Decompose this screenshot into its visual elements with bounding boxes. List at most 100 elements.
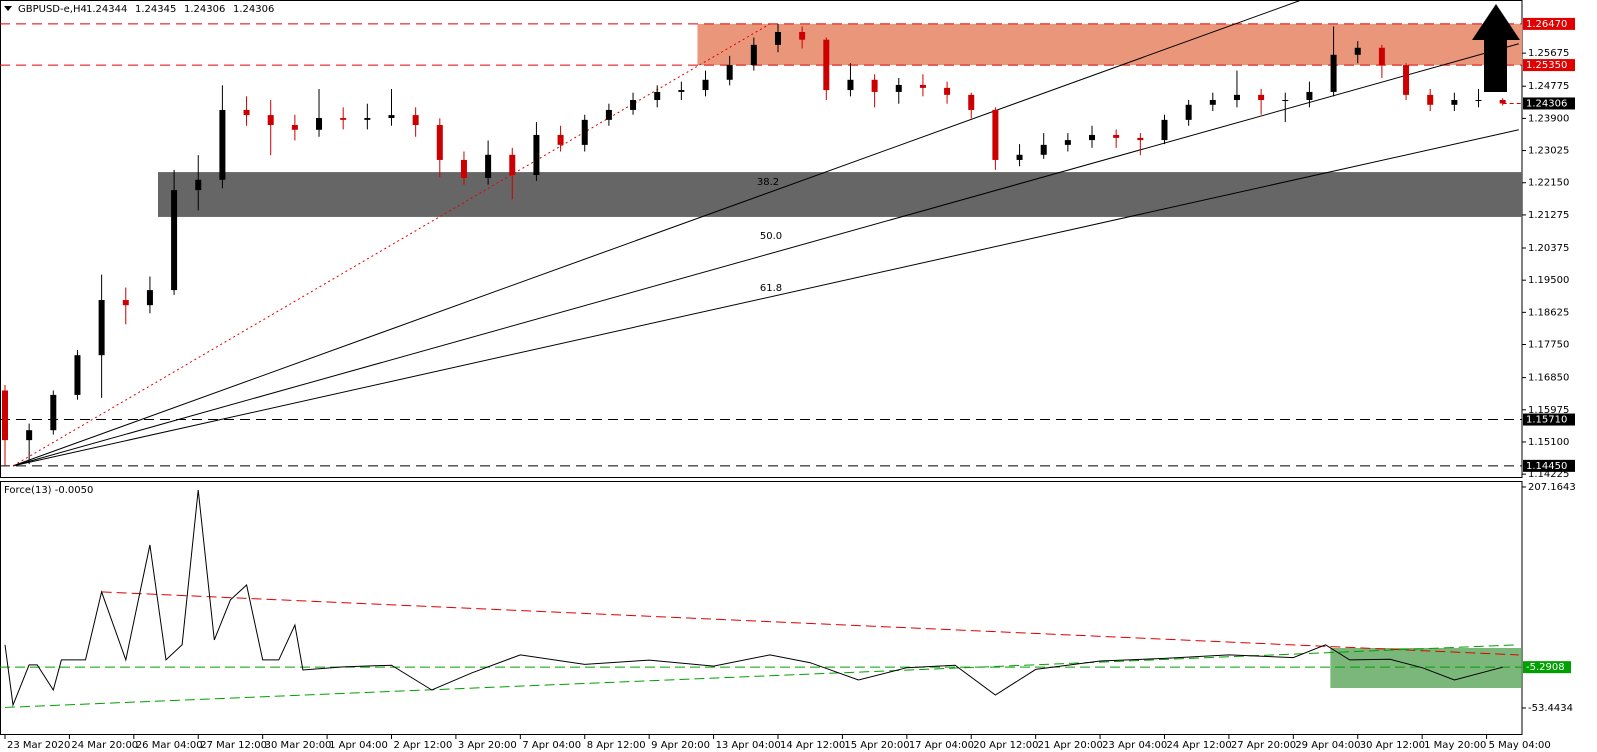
x-tick-label: 1 Apr 04:00 (329, 740, 388, 751)
x-tick-label: 24 Mar 20:00 (71, 740, 138, 751)
candle-body (1451, 100, 1458, 105)
fan-line (12, 0, 1302, 467)
x-tick-label: 23 Mar 2020 (7, 740, 70, 751)
x-tick-label: 21 Apr 20:00 (1038, 740, 1103, 751)
candle-body (1354, 47, 1361, 55)
current-price-label: 1.24306 (1526, 98, 1567, 109)
header-low: 1.24306 (184, 4, 225, 15)
x-tick-label: 2 Apr 12:00 (393, 740, 452, 751)
x-tick-label: 30 Mar 20:00 (265, 740, 332, 751)
candle-body (1064, 140, 1071, 145)
candle-body (654, 91, 661, 101)
candle-body (871, 79, 878, 92)
candle-body (1185, 104, 1192, 120)
candle-body (316, 118, 323, 130)
level-box (1523, 661, 1571, 674)
candle-body (1282, 100, 1289, 102)
candle-body (847, 79, 854, 91)
candle-body (581, 119, 588, 145)
arrow-up (1472, 4, 1520, 92)
fan-label: 38.2 (757, 177, 779, 188)
panel-frame (0, 0, 1523, 478)
candle-body (50, 394, 57, 431)
level-box (1523, 413, 1575, 426)
candle-body (1089, 134, 1096, 141)
candle-body (1161, 119, 1168, 141)
candle-body (1016, 154, 1023, 160)
y-tick-label: 1.23900 (1528, 113, 1569, 124)
candle-body (1330, 54, 1337, 92)
candle-body (1378, 47, 1385, 66)
candle-body (895, 84, 902, 92)
candle-body (678, 90, 685, 92)
candle-body (968, 94, 975, 110)
symbol: GBPUSD-e,H4 (18, 4, 87, 15)
fan-label: 50.0 (760, 231, 782, 242)
y-tick-label: 1.19500 (1528, 275, 1569, 286)
candle-body (171, 190, 178, 291)
zone (157, 172, 1522, 217)
header-open: 1.24344 (86, 4, 127, 15)
level-label: 1.14450 (1526, 461, 1567, 472)
y-tick-label: 1.15975 (1528, 405, 1569, 416)
candle-body (1209, 100, 1216, 105)
candle-body (702, 79, 709, 91)
trendline (4, 644, 1519, 708)
candle-body (557, 134, 564, 145)
x-tick-label: 13 Apr 04:00 (716, 740, 781, 751)
candle-body (412, 115, 419, 126)
candle-body (74, 355, 81, 395)
candle-body (1137, 137, 1144, 141)
candle-body (460, 159, 467, 178)
x-tick-label: 5 May 04:00 (1489, 740, 1551, 751)
y-tick-label: 1.21275 (1528, 210, 1569, 221)
fan-line (12, 43, 1519, 467)
x-tick-label: 20 Apr 12:00 (973, 740, 1038, 751)
candle-body (98, 300, 105, 356)
candle-body (750, 44, 757, 66)
x-tick-label: 27 Apr 20:00 (1231, 740, 1296, 751)
header-high: 1.24345 (135, 4, 176, 15)
level-label: 1.26470 (1526, 19, 1567, 30)
candle-body (944, 87, 951, 95)
trendline (101, 591, 1519, 656)
x-tick-label: 8 Apr 12:00 (587, 740, 646, 751)
level-label: 1.25350 (1526, 60, 1567, 71)
zone (1330, 647, 1522, 689)
y-tick-label: 1.24775 (1528, 81, 1569, 92)
panel-frame (0, 481, 1523, 735)
zone (697, 23, 1522, 66)
current-price-box (1523, 97, 1575, 110)
x-tick-label: 23 Apr 04:00 (1102, 740, 1167, 751)
x-tick-label: 7 Apr 04:00 (522, 740, 581, 751)
level-box (1523, 459, 1575, 472)
x-tick-label: 14 Apr 12:00 (780, 740, 845, 751)
candle-body (243, 109, 250, 116)
x-tick-label: 27 Mar 12:00 (200, 740, 267, 751)
candle-body (195, 179, 202, 191)
price-panel: 1.25675 1.24775 1.23900 1.23025 1.22150 1.212… (0, 0, 1575, 480)
dropdown-icon (4, 6, 12, 11)
candle-body (919, 84, 926, 88)
candle-body (485, 154, 492, 178)
candle-body (1233, 94, 1240, 101)
header-close: 1.24306 (233, 4, 274, 15)
candle-body (1499, 100, 1506, 104)
candle-body (1403, 65, 1410, 95)
candle-body (1306, 91, 1313, 101)
level-box (1523, 17, 1575, 30)
fan-line (12, 129, 1519, 467)
y-tick-label: 1.15100 (1528, 437, 1569, 448)
x-tick-label: 29 Apr 04:00 (1295, 740, 1360, 751)
y-tick-label: -53.4434 (1528, 703, 1573, 714)
force-line (4, 489, 1503, 707)
y-tick-label: 1.17750 (1528, 340, 1569, 351)
candle-body (291, 125, 298, 130)
indicator-title: Force(13) -0.0050 (4, 485, 93, 496)
x-tick-label: 17 Apr 04:00 (909, 740, 974, 751)
level-box (1523, 59, 1575, 72)
candle-body (146, 290, 153, 306)
x-tick-label: 30 Apr 12:00 (1360, 740, 1425, 751)
x-tick-label: 15 Apr 20:00 (844, 740, 909, 751)
